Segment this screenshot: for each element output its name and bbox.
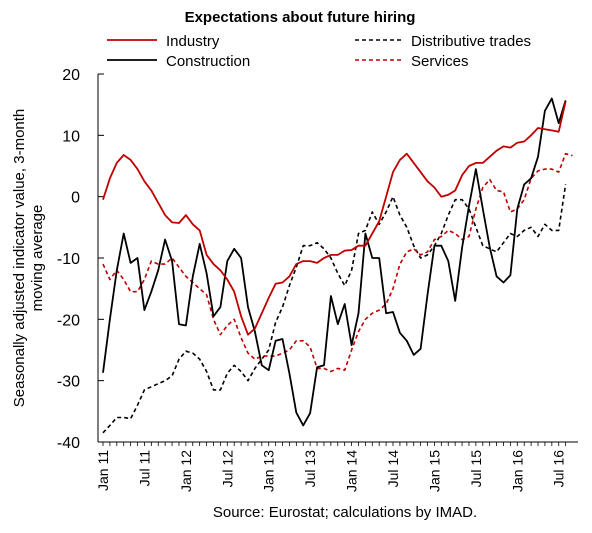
legend-label-distributive-trades: Distributive trades xyxy=(411,33,531,50)
x-ticks: Jan 11 Jul 11 Jan 12 Jul 12 Jan 13 Jul 13 Jan … xyxy=(95,442,567,492)
series-line-construction xyxy=(102,97,567,427)
series-lines xyxy=(102,97,573,434)
series-line-services xyxy=(102,152,573,373)
legend-label-services: Services xyxy=(411,53,469,70)
y-ticks: -40 -30 -20 -10 0 10 20 xyxy=(57,67,104,452)
source-note: Source: Eurostat; calculations by IMAD. xyxy=(213,504,477,521)
y-axis-label-line-1: Seasonally adjusted indicator value, 3-m… xyxy=(11,109,28,408)
y-tick-label: -30 xyxy=(57,374,80,391)
y-tick-label: -40 xyxy=(57,435,80,452)
y-tick-label: 10 xyxy=(62,128,80,145)
plot-frame xyxy=(97,74,578,443)
y-tick-label: 20 xyxy=(62,67,80,84)
y-tick-label: 0 xyxy=(71,190,80,207)
x-tick-label: Jan 11 xyxy=(95,450,111,491)
chart-title: Expectations about future hiring xyxy=(185,9,416,26)
legend-label-construction: Construction xyxy=(166,53,250,70)
x-tick-label: Jan 14 xyxy=(344,450,360,492)
x-tick-label: Jul 12 xyxy=(219,450,235,488)
x-tick-label: Jul 14 xyxy=(385,450,401,488)
x-tick-label: Jan 15 xyxy=(426,450,442,492)
legend-label-industry: Industry xyxy=(166,33,220,50)
series-line-industry xyxy=(102,101,567,336)
x-tick-label: Jan 13 xyxy=(261,450,277,492)
x-tick-label: Jul 16 xyxy=(551,450,567,488)
y-tick-label: -10 xyxy=(57,251,80,268)
y-axis-label-line-2: moving average xyxy=(29,205,46,312)
x-tick-label: Jul 15 xyxy=(468,450,484,488)
x-tick-label: Jul 11 xyxy=(136,450,152,487)
legend: Industry Distributive trades Constructio… xyxy=(107,33,531,70)
x-tick-label: Jan 16 xyxy=(509,450,525,492)
x-tick-label: Jul 13 xyxy=(302,450,318,488)
series-line-distributive-trades xyxy=(102,184,567,434)
x-tick-label: Jan 12 xyxy=(178,450,194,492)
y-tick-label: -20 xyxy=(57,312,80,329)
